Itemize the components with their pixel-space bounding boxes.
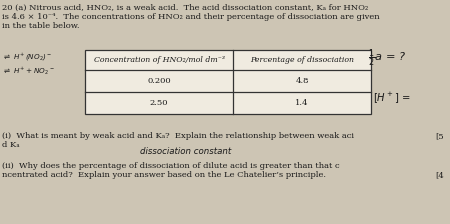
Text: 0.200: 0.200 [147, 77, 171, 85]
Text: in the table below.: in the table below. [2, 22, 80, 30]
Text: 1.4: 1.4 [295, 99, 309, 107]
Text: is 4.6 × 10⁻⁴.  The concentrations of HNO₂ and their percentage of dissociation : is 4.6 × 10⁻⁴. The concentrations of HNO… [2, 13, 380, 21]
Text: Percentage of dissociation: Percentage of dissociation [250, 56, 354, 64]
Text: $\frac{1}{2}a$ = ?: $\frac{1}{2}a$ = ? [368, 47, 406, 69]
Text: (ii)  Why does the percentage of dissociation of dilute acid is greater than tha: (ii) Why does the percentage of dissocia… [2, 162, 340, 170]
Text: ncentrated acid?  Explain your answer based on the Le Chatelier’s principle.: ncentrated acid? Explain your answer bas… [2, 171, 326, 179]
Bar [85, 50, 371, 114]
Text: $\rightleftharpoons$ H$^+$+ NO$_2$$^-$: $\rightleftharpoons$ H$^+$+ NO$_2$$^-$ [2, 65, 55, 77]
Text: 2.50: 2.50 [150, 99, 168, 107]
Bar [85, 50, 371, 114]
Text: (i)  What is meant by weak acid and Kₐ?  Explain the relationship between weak a: (i) What is meant by weak acid and Kₐ? E… [2, 132, 354, 140]
Text: [5: [5 [436, 132, 444, 140]
Text: $\rightleftharpoons$ H$^+$(NO$_2$)$^-$: $\rightleftharpoons$ H$^+$(NO$_2$)$^-$ [2, 52, 52, 63]
Text: [4: [4 [435, 171, 444, 179]
Text: $[H^+]$ =: $[H^+]$ = [373, 90, 410, 105]
Text: 4.8: 4.8 [295, 77, 309, 85]
Text: 20 (a) Nitrous acid, HNO₂, is a weak acid.  The acid dissociation constant, Kₐ f: 20 (a) Nitrous acid, HNO₂, is a weak aci… [2, 4, 368, 12]
Text: d Kₐ: d Kₐ [2, 141, 20, 149]
Text: Concentration of HNO₂/mol dm⁻³: Concentration of HNO₂/mol dm⁻³ [94, 56, 225, 64]
Text: dissociation constant: dissociation constant [140, 147, 231, 156]
